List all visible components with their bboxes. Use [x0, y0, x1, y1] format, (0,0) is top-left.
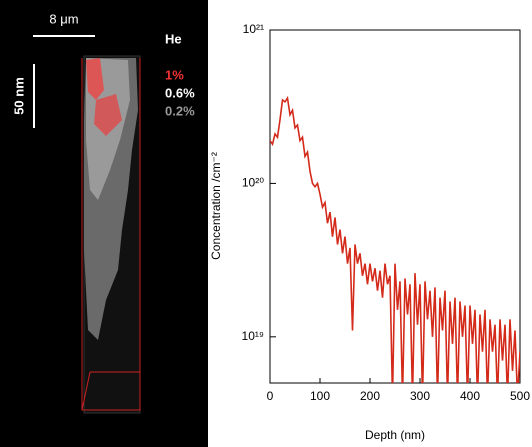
x-axis-title: Depth (nm) — [365, 428, 425, 442]
scale-x-label: 8 μm — [49, 11, 78, 26]
scale-y-label: 50 nm — [11, 77, 26, 115]
x-tick-label: 0 — [267, 389, 274, 403]
x-tick-label: 500 — [510, 389, 530, 403]
level-label: 0.6% — [165, 85, 195, 100]
y-tick-label: 10²⁰ — [242, 176, 264, 190]
x-tick-label: 400 — [460, 389, 480, 403]
element-label: He — [165, 31, 182, 46]
y-tick-label: 10²¹ — [243, 22, 264, 36]
level-label: 0.2% — [165, 103, 195, 118]
bounding-box — [90, 371, 141, 410]
he-1 — [86, 58, 104, 100]
x-tick-label: 100 — [310, 389, 330, 403]
reconstruction — [81, 55, 141, 414]
bounding-box — [81, 58, 141, 411]
bounding-box — [81, 371, 91, 411]
y-tick-label: 10¹⁹ — [242, 329, 264, 343]
plot-frame — [269, 29, 521, 384]
x-tick-label: 300 — [410, 389, 430, 403]
level-label: 1% — [165, 67, 184, 82]
data-line — [270, 95, 520, 383]
he-1 — [94, 94, 122, 136]
y-axis-title: Concentration /cm⁻² — [209, 152, 223, 260]
x-tick-label: 200 — [360, 389, 380, 403]
